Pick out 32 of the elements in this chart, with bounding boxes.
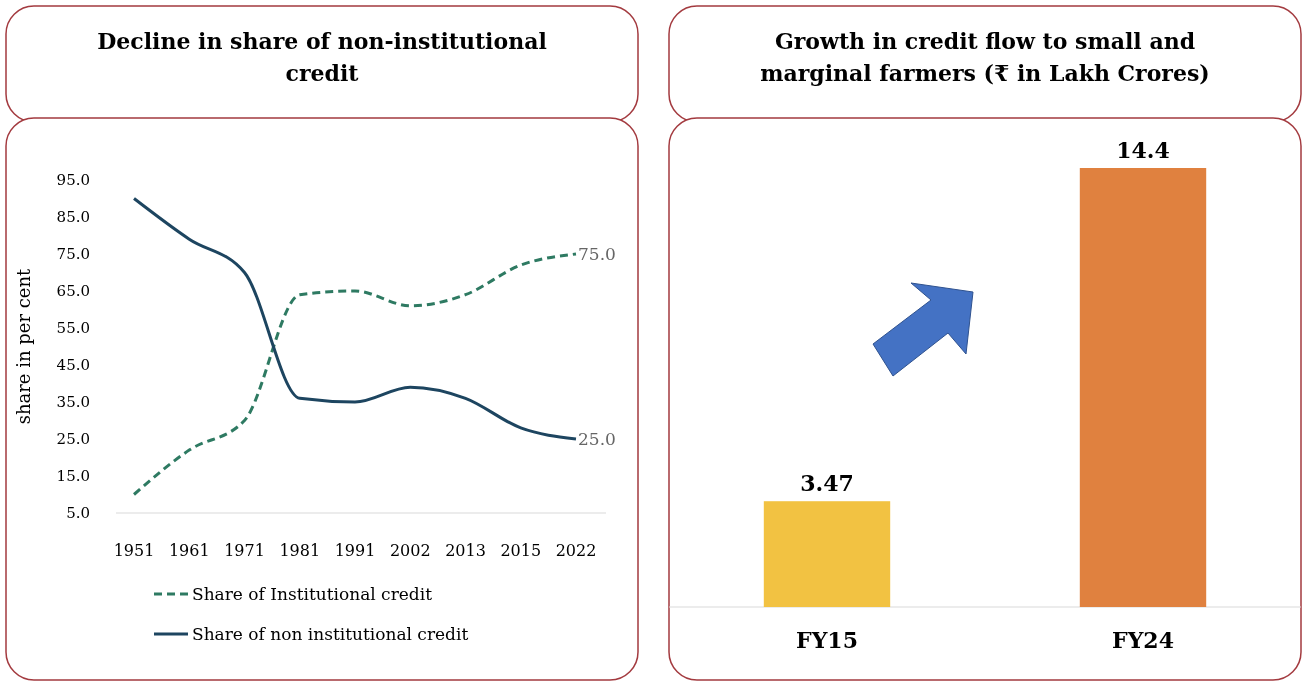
y-axis-title: share in per cent (13, 267, 34, 425)
x-tick-label: 1981 (279, 541, 321, 560)
y-tick-label: 5.0 (66, 504, 90, 523)
y-tick-label: 75.0 (56, 245, 90, 264)
line-series (132, 252, 578, 496)
x-tick-label: 1961 (168, 541, 210, 560)
chart-title: Decline in share of non-institutional credit (97, 28, 547, 86)
x-tick-label: FY15 (796, 627, 858, 653)
y-tick-label: 35.0 (56, 393, 90, 412)
x-tick-label: 2002 (389, 541, 431, 560)
data-label: 25.0 (578, 428, 616, 449)
x-tick-label: FY24 (1112, 627, 1174, 653)
y-tick-label: 25.0 (56, 430, 90, 449)
x-tick-label: 1951 (113, 541, 155, 560)
x-tick-label: 1991 (334, 541, 376, 560)
legend-label: Share of non institutional credit (192, 623, 469, 644)
data-label: 3.47 (800, 470, 854, 497)
data-label: 75.0 (578, 243, 616, 264)
x-tick-label: 2022 (555, 541, 597, 560)
y-tick-label: 15.0 (56, 467, 90, 486)
legend-label: Share of Institutional credit (192, 583, 433, 604)
y-tick-label: 55.0 (56, 319, 90, 338)
x-tick-label: 2013 (445, 541, 486, 560)
line-series (132, 197, 578, 441)
chart-title: Growth in credit flow to small and marginal farmers (₹ in Lakh Crores) (760, 28, 1210, 86)
x-tick-label: 2015 (500, 541, 542, 560)
x-tick-label: 1971 (224, 541, 265, 560)
y-tick-label: 45.0 (56, 356, 90, 375)
y-tick-label: 65.0 (56, 282, 90, 301)
y-tick-label: 95.0 (56, 171, 90, 190)
y-tick-label: 85.0 (56, 208, 90, 227)
data-label: 14.4 (1116, 137, 1170, 163)
